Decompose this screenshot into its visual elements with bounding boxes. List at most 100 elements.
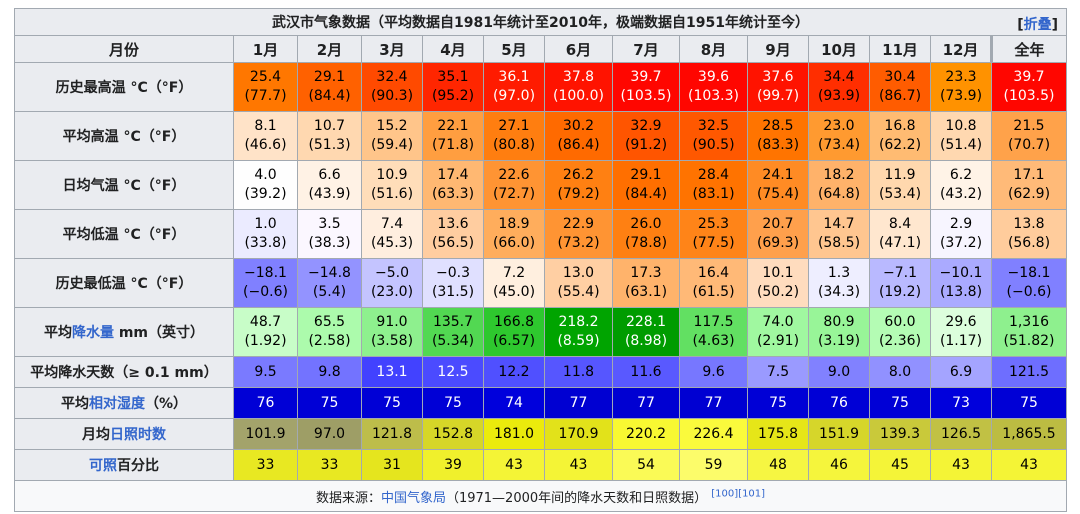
collapse-link[interactable]: 折叠 <box>1023 17 1052 33</box>
cell-value-converted: (51.6) <box>370 186 414 202</box>
row-label: 历史最高温 °C（°F） <box>14 62 234 112</box>
header-month: 12月 <box>930 35 992 63</box>
month-cell: 226.4 <box>679 418 748 450</box>
cell-value-converted: (39.2) <box>244 186 287 202</box>
month-cell: 12.5 <box>422 356 484 388</box>
cell-value: 9.6 <box>702 363 725 380</box>
cell-value-converted: (43.9) <box>308 186 351 202</box>
month-cell: 8.4 (47.1) <box>869 209 931 259</box>
header-month: 1月 <box>233 35 298 63</box>
month-cell: 54 <box>612 449 680 481</box>
cell-value-converted: (63.3) <box>431 186 475 202</box>
month-cell: 75 <box>869 387 931 419</box>
month-cell: 75 <box>747 387 809 419</box>
cell-value: 18.2 <box>823 167 855 183</box>
cell-value-converted: (90.3) <box>370 88 414 104</box>
cell-value: 54 <box>637 456 655 473</box>
cell-value: 27.1 <box>498 118 530 134</box>
row-record-low: 历史最低温 °C（°F） −18.1 (−0.6) −14.8 (5.4) −5.0 (23… <box>14 258 1067 308</box>
cell-value-converted: (83.1) <box>692 186 735 202</box>
cell-value: 21.5 <box>1013 118 1045 134</box>
cell-value: 43 <box>952 456 970 473</box>
cell-value-converted: (6.57) <box>492 333 536 349</box>
row-label: 月均日照时数 <box>14 418 234 450</box>
cell-value: 9.8 <box>318 363 341 380</box>
month-cell: 65.5 (2.58) <box>297 307 362 357</box>
cell-value-converted: (3.19) <box>817 333 861 349</box>
cell-value-converted: (103.5) <box>620 88 672 104</box>
month-cell: −5.0 (23.0) <box>361 258 423 308</box>
cell-value: 23.3 <box>945 69 977 85</box>
cell-value: 80.9 <box>823 314 855 330</box>
cell-value-converted: (71.8) <box>431 137 475 153</box>
climate-table: 武汉市气象数据（平均数据自1981年统计至2010年，极端数据自1951年统计至… <box>14 8 1067 512</box>
month-cell: 170.9 <box>544 418 613 450</box>
cell-value-converted: (5.34) <box>431 333 475 349</box>
cell-value: 10.7 <box>313 118 346 134</box>
month-cell: 28.4 (83.1) <box>679 160 748 210</box>
row-label-text: 日均气温 °C（°F） <box>62 178 186 194</box>
row-label-link[interactable]: 可照 <box>89 458 117 474</box>
month-cell: 26.0 (78.8) <box>612 209 680 259</box>
cell-value: 39.7 <box>1013 69 1045 85</box>
source-note: 数据来源：中国气象局（1971—2000年间的降水天数和日照数据） [100][… <box>14 480 1067 512</box>
annual-cell: 21.5 (70.7) <box>991 111 1067 161</box>
month-cell: 1.0 (33.8) <box>233 209 298 259</box>
cell-value: 1.0 <box>254 216 277 232</box>
month-cell: 151.9 <box>808 418 870 450</box>
row-label: 平均降水量 mm（英寸） <box>14 307 234 357</box>
cell-value-converted: (3.58) <box>370 333 414 349</box>
month-cell: 9.5 <box>233 356 298 388</box>
cell-value: 75 <box>1020 394 1038 411</box>
cell-value: 30.4 <box>884 69 916 85</box>
month-cell: 101.9 <box>233 418 298 450</box>
cell-value: 29.1 <box>313 69 346 85</box>
row-label-link[interactable]: 相对湿度 <box>88 396 145 412</box>
month-cell: 97.0 <box>297 418 362 450</box>
month-cell: 77 <box>544 387 613 419</box>
month-cell: 7.4 (45.3) <box>361 209 423 259</box>
row-label: 可照百分比 <box>14 449 234 481</box>
cell-value: 220.2 <box>625 425 667 442</box>
cell-value: 77 <box>569 394 588 411</box>
month-cell: 45 <box>869 449 931 481</box>
cell-value-converted: (73.2) <box>557 235 600 251</box>
month-cell: 43 <box>483 449 545 481</box>
month-cell: 11.9 (53.4) <box>869 160 931 210</box>
cell-value: 12.5 <box>437 363 469 380</box>
reference-links[interactable]: [100][101] <box>711 488 766 500</box>
cell-value-converted: (31.5) <box>431 284 475 300</box>
cell-value: 6.2 <box>949 167 973 183</box>
cell-value-converted: (77.5) <box>692 235 735 251</box>
row-label: 平均降水天数（≥ 0.1 mm） <box>14 356 234 388</box>
month-cell: 135.7 (5.34) <box>422 307 484 357</box>
month-cell: 30.2 (86.4) <box>544 111 613 161</box>
row-label-link[interactable]: 降水量 <box>71 325 114 341</box>
month-cell: 175.8 <box>747 418 809 450</box>
month-cell: 16.8 (62.2) <box>869 111 931 161</box>
cell-value: 74.0 <box>762 314 794 330</box>
source-suffix: （1971—2000年间的降水天数和日照数据） <box>445 490 708 506</box>
month-cell: 27.1 (80.8) <box>483 111 545 161</box>
cell-value: 46 <box>830 456 848 473</box>
month-cell: 43 <box>930 449 992 481</box>
month-cell: 30.4 (86.7) <box>869 62 931 112</box>
month-cell: 9.8 <box>297 356 362 388</box>
cell-value-converted: (56.8) <box>1007 235 1051 251</box>
cell-value-converted: (93.9) <box>817 88 861 104</box>
cell-value: 29.6 <box>945 314 977 330</box>
month-cell: 48 <box>747 449 809 481</box>
cell-value: 228.1 <box>625 314 667 330</box>
cell-value-converted: (45.3) <box>370 235 414 251</box>
source-link[interactable]: 中国气象局 <box>380 490 446 506</box>
cell-value: 3.5 <box>318 216 341 232</box>
header-month: 3月 <box>361 35 423 63</box>
cell-value: 135.7 <box>432 314 474 330</box>
cell-value: 76 <box>256 394 275 411</box>
row-label-link[interactable]: 日照时数 <box>110 427 166 443</box>
cell-value: −5.0 <box>375 265 409 281</box>
collapse-toggle[interactable]: [折叠] <box>1017 17 1058 33</box>
cell-value-converted: (86.7) <box>878 88 922 104</box>
cell-value: 13.1 <box>376 363 408 380</box>
cell-value: 39.6 <box>697 69 730 85</box>
